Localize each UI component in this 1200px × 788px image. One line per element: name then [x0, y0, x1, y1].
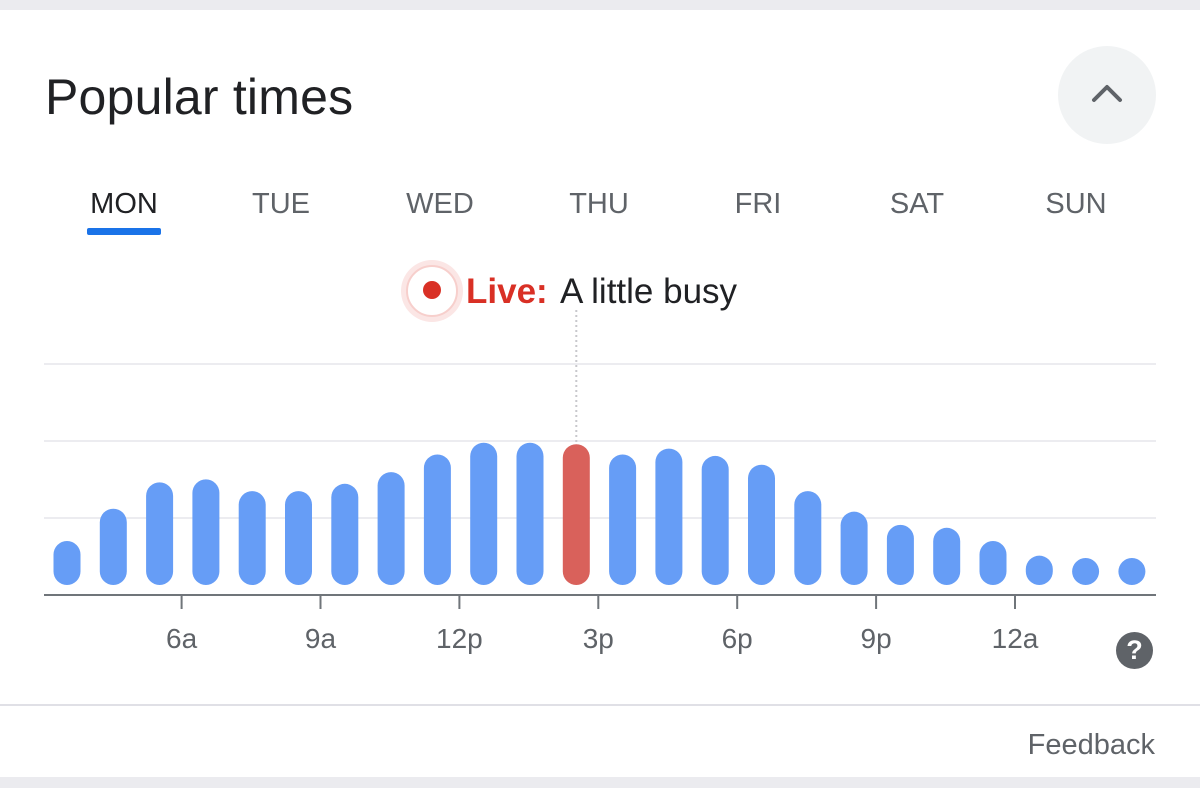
live-label: Live:	[466, 272, 548, 311]
x-tick-label: 9a	[305, 623, 337, 654]
x-tick-label: 3p	[583, 623, 614, 654]
bar	[701, 455, 729, 585]
chevron-up-icon	[1092, 85, 1122, 102]
live-dot-icon	[423, 281, 441, 299]
bar	[516, 442, 544, 585]
tab-tue[interactable]: TUE	[252, 188, 310, 220]
page-title: Popular times	[45, 69, 354, 125]
bar	[470, 442, 498, 585]
x-tick-label: 12a	[992, 623, 1039, 654]
live-status: A little busy	[560, 272, 738, 311]
tab-thu[interactable]: THU	[569, 188, 629, 220]
popular-times-card: Popular times MON TUE WED THU FRI SAT SU…	[0, 10, 1200, 777]
selected-tab-indicator	[87, 228, 161, 235]
bar	[423, 454, 451, 585]
tab-fri[interactable]: FRI	[734, 188, 782, 220]
tab-sun[interactable]: SUN	[1045, 188, 1107, 220]
bar	[609, 454, 637, 585]
bar	[840, 511, 868, 585]
bar	[331, 483, 359, 585]
bar	[192, 479, 220, 585]
collapse-button[interactable]	[1058, 46, 1156, 144]
popular-times-chart: 6a 9a 12p 3p 6p 9p 12a	[44, 310, 1156, 654]
feedback-link[interactable]: Feedback	[1027, 729, 1155, 761]
bar	[1025, 555, 1053, 585]
live-bar	[562, 444, 590, 585]
bar	[1072, 558, 1100, 585]
help-icon[interactable]: ?	[1116, 632, 1153, 669]
bar	[655, 448, 683, 585]
bar	[748, 464, 775, 585]
bar	[377, 472, 405, 585]
tab-mon[interactable]: MON	[90, 188, 158, 220]
bar	[794, 491, 822, 585]
x-tick-label: 6a	[166, 623, 198, 654]
bar	[146, 482, 174, 585]
tab-sat[interactable]: SAT	[889, 188, 945, 220]
bar	[933, 527, 961, 585]
bar	[238, 491, 266, 585]
x-tick-label: 12p	[436, 623, 483, 654]
x-tick-label: 6p	[722, 623, 753, 654]
bar	[979, 541, 1007, 585]
bar	[285, 491, 312, 585]
bar	[99, 508, 127, 585]
bar	[53, 541, 81, 585]
live-pulse-ring	[401, 260, 463, 322]
x-tick-label: 9p	[861, 623, 892, 654]
tab-wed[interactable]: WED	[406, 188, 474, 220]
divider	[0, 704, 1200, 706]
bar	[886, 524, 914, 585]
bar	[1118, 558, 1146, 585]
